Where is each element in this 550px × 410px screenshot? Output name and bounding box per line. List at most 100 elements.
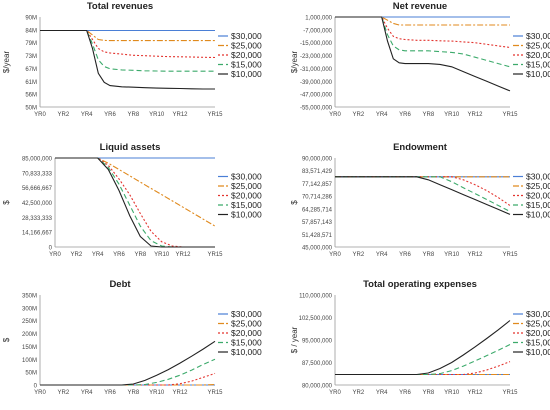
y-axis-label: $ <box>2 200 11 205</box>
legend-label: $25,000 <box>231 181 262 191</box>
series-line-3 <box>335 344 511 376</box>
y-tick-label: 1,000,000 <box>305 16 332 22</box>
legend-label: $15,000 <box>526 200 550 210</box>
x-tick-label: YR4 <box>376 252 388 258</box>
y-tick-label: 14,166,667 <box>22 231 53 237</box>
y-tick-label: 77,142,857 <box>302 182 333 188</box>
series-line-3 <box>40 29 215 72</box>
y-tick-label: 110,000,000 <box>299 294 333 300</box>
y-tick-label: 73M <box>25 54 37 60</box>
x-tick-label: YR8 <box>127 390 139 396</box>
x-tick-label: YR10 <box>444 390 460 396</box>
x-tick-label: YR2 <box>352 390 364 396</box>
x-tick-label: YR15 <box>502 252 518 258</box>
y-tick-label: 87,500,000 <box>302 361 333 367</box>
x-tick-label: YR0 <box>329 252 341 258</box>
y-tick-label: 28,333,333 <box>22 216 53 222</box>
y-tick-label: -31,000,000 <box>300 67 333 73</box>
legend-label: $15,000 <box>231 200 262 210</box>
series-line-3 <box>40 358 216 386</box>
series-line-4 <box>40 340 216 386</box>
legend-label: $30,000 <box>231 31 262 41</box>
y-tick-label: 61M <box>25 80 37 86</box>
x-tick-label: YR6 <box>399 112 411 118</box>
y-tick-label: -47,000,000 <box>300 93 333 99</box>
legend-label: $20,000 <box>526 328 550 338</box>
y-tick-label: 70,833,333 <box>22 171 53 177</box>
y-tick-label: 0 <box>34 384 38 390</box>
x-tick-label: YR4 <box>81 390 93 396</box>
series-line-2 <box>335 361 511 376</box>
legend-label: $20,000 <box>526 191 550 201</box>
x-tick-label: YR12 <box>172 112 188 118</box>
x-tick-label: YR15 <box>502 390 518 396</box>
legend-label: $30,000 <box>526 309 550 319</box>
chart-title: Net revenue <box>393 1 447 12</box>
legend-label: $15,000 <box>526 338 550 348</box>
x-tick-label: YR10 <box>444 252 460 258</box>
y-tick-label: 57,857,143 <box>302 220 333 226</box>
y-tick-label: 90M <box>25 16 37 22</box>
y-tick-label: -15,000,000 <box>300 41 333 47</box>
y-tick-label: -55,000,000 <box>300 106 333 112</box>
x-tick-label: YR10 <box>154 252 170 258</box>
series-line-3 <box>335 176 511 212</box>
series-line-4 <box>335 320 511 376</box>
y-tick-label: 85,000,000 <box>22 157 53 163</box>
y-tick-label: 67M <box>25 67 37 73</box>
series-line-4 <box>55 157 215 248</box>
legend-label: $20,000 <box>231 50 262 60</box>
y-tick-label: 56,666,667 <box>22 186 53 192</box>
series-line-2 <box>335 176 511 206</box>
y-tick-label: 300M <box>22 306 37 312</box>
x-tick-label: YR6 <box>113 252 125 258</box>
y-tick-label: 84M <box>25 28 37 34</box>
y-tick-label: 102,500,000 <box>299 316 333 322</box>
x-tick-label: YR2 <box>352 252 364 258</box>
y-axis-label: $ / year <box>290 326 299 353</box>
series-line-4 <box>335 176 511 215</box>
legend-label: $25,000 <box>526 181 550 191</box>
x-tick-label: YR15 <box>502 112 518 118</box>
y-tick-label: 200M <box>22 332 37 338</box>
x-tick-label: YR4 <box>81 112 93 118</box>
x-tick-label: YR0 <box>49 252 61 258</box>
y-axis-label: $ <box>290 200 299 205</box>
series-line-2 <box>40 29 216 59</box>
legend-label: $25,000 <box>526 41 550 51</box>
x-tick-label: YR8 <box>422 112 434 118</box>
x-tick-label: YR10 <box>149 390 165 396</box>
series-line-1 <box>40 29 215 42</box>
y-tick-label: 150M <box>22 345 37 351</box>
series-line-4 <box>40 29 215 90</box>
legend-label: $25,000 <box>231 41 262 51</box>
y-tick-label: 0 <box>49 246 53 252</box>
legend-label: $30,000 <box>526 172 550 182</box>
legend-label: $10,000 <box>231 347 262 357</box>
x-tick-label: YR6 <box>104 390 116 396</box>
y-axis-label: $/year <box>290 51 299 74</box>
y-tick-label: 100M <box>22 358 37 364</box>
x-tick-label: YR12 <box>467 252 483 258</box>
x-tick-label: YR4 <box>376 112 388 118</box>
chart-title: Liquid assets <box>100 142 161 153</box>
legend-label: $30,000 <box>231 172 262 182</box>
y-tick-label: 42,500,000 <box>22 201 53 207</box>
x-tick-label: YR12 <box>467 390 483 396</box>
x-tick-label: YR8 <box>422 252 434 258</box>
x-tick-label: YR12 <box>467 112 483 118</box>
x-tick-label: YR2 <box>57 390 69 396</box>
y-tick-label: -39,000,000 <box>300 80 333 86</box>
legend-label: $10,000 <box>526 69 550 79</box>
chart-title: Endowment <box>393 142 448 153</box>
x-tick-label: YR4 <box>92 252 104 258</box>
x-tick-label: YR0 <box>34 112 46 118</box>
legend-label: $30,000 <box>526 31 550 41</box>
y-tick-label: 50M <box>25 106 37 112</box>
y-tick-label: 83,571,429 <box>302 169 333 175</box>
legend-label: $20,000 <box>526 50 550 60</box>
chart-title: Total operating expenses <box>363 279 477 290</box>
series-line-2 <box>55 157 215 248</box>
legend-label: $30,000 <box>231 309 262 319</box>
